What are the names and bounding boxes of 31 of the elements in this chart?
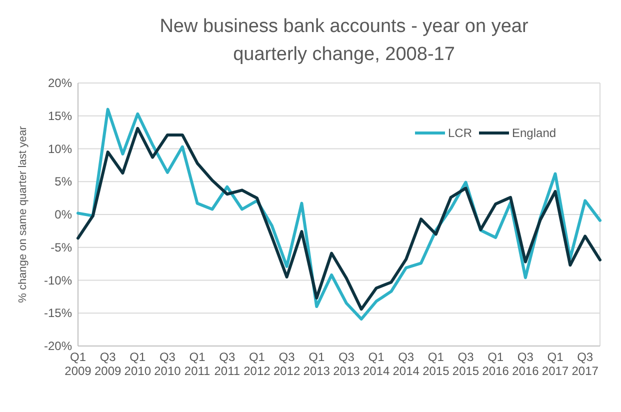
y-tick-label: -5% (50, 240, 72, 254)
x-tick-label: Q1 2011 (184, 350, 211, 378)
x-tick-label: Q3 2013 (333, 350, 360, 378)
x-tick-label: Q1 2017 (542, 350, 569, 378)
x-tick-label: Q1 2010 (124, 350, 152, 378)
legend-label: England (512, 126, 556, 140)
x-tick-label: Q1 2012 (244, 350, 271, 378)
y-tick-label: -20% (44, 339, 72, 353)
y-tick-label: 0% (54, 208, 72, 222)
x-tick-label: Q1 2015 (422, 350, 450, 378)
x-tick-label: Q3 2016 (512, 350, 540, 378)
y-tick-label: 20% (48, 76, 72, 90)
x-tick-label: Q3 2012 (273, 350, 300, 378)
x-tick-label: Q3 2010 (154, 350, 182, 378)
y-tick-label: -15% (44, 306, 72, 320)
y-tick-label: 10% (48, 142, 72, 156)
y-tick-label: -10% (44, 273, 72, 288)
x-tick-label: Q1 2013 (303, 350, 330, 378)
x-tick-label: Q3 2014 (392, 350, 420, 378)
y-tick-label: 15% (48, 108, 72, 123)
y-tick-label: 5% (54, 174, 72, 189)
x-tick-label: Q1 2016 (482, 350, 510, 378)
x-tick-label: Q1 2009 (64, 350, 92, 378)
chart-title: New business bank accounts - year on year quarterly change, 2008-17 (160, 16, 529, 65)
x-tick-label: Q3 2009 (94, 350, 122, 378)
x-tick-label: Q3 2011 (214, 350, 240, 378)
x-tick-label: Q3 2017 (572, 350, 599, 378)
legend-label: LCR (448, 126, 472, 140)
y-axis-title: % change on same quarter last year (17, 126, 29, 303)
x-tick-label: Q1 2014 (362, 350, 390, 378)
x-tick-label: Q3 2015 (452, 350, 480, 378)
